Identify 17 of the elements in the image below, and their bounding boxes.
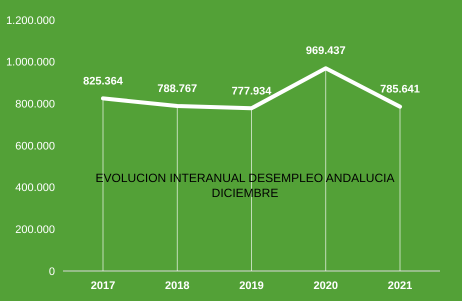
x-tick-label: 2020 xyxy=(314,280,338,292)
y-tick-label: 400.000 xyxy=(15,182,55,194)
text: 777.934 xyxy=(232,85,272,98)
x-tick-label: 2018 xyxy=(165,280,190,292)
text: 785.641 xyxy=(380,84,420,96)
text: 969.437 xyxy=(306,45,346,58)
y-tick-label: 800.000 xyxy=(15,98,55,111)
y-tick-label: 1.000.000 xyxy=(6,56,55,69)
y-tick-label: 0 xyxy=(48,266,55,278)
text: 788.767 xyxy=(157,83,198,96)
y-tick-label: 600.000 xyxy=(15,140,55,152)
text: 825.364 xyxy=(83,75,123,88)
y-tick-label: 200.000 xyxy=(15,224,55,236)
y-tick-label: 1.200.000 xyxy=(6,14,55,27)
x-tick-label: 2019 xyxy=(239,280,264,292)
x-tick-label: 2017 xyxy=(90,280,116,292)
x-tick-label: 2021 xyxy=(388,280,412,292)
